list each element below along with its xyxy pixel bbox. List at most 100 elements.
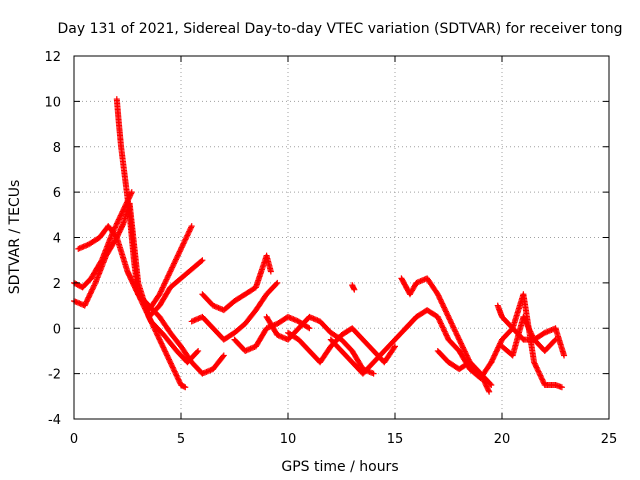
- data-point: [113, 220, 120, 227]
- data-point: [434, 291, 441, 298]
- data-point: [130, 281, 137, 288]
- data-point: [525, 324, 532, 331]
- series-sat-e: [124, 268, 227, 377]
- data-point: [130, 280, 137, 287]
- data-point: [453, 331, 460, 338]
- data-point: [535, 368, 542, 375]
- data-point: [219, 353, 226, 360]
- data-point: [154, 332, 161, 339]
- data-point: [169, 364, 176, 371]
- data-point: [561, 352, 568, 359]
- data-point: [177, 247, 184, 254]
- grid-lines: [74, 56, 609, 419]
- data-point: [165, 272, 172, 279]
- data-point: [84, 297, 91, 304]
- data-point: [552, 336, 559, 343]
- data-point: [86, 291, 93, 298]
- data-point: [90, 283, 97, 290]
- data-point: [155, 335, 162, 342]
- data-point: [527, 328, 534, 335]
- data-point: [458, 340, 465, 347]
- series-sat-o: [402, 307, 495, 382]
- data-point: [523, 320, 530, 327]
- data-point: [159, 343, 166, 350]
- data-point: [443, 332, 450, 339]
- data-point: [439, 323, 446, 330]
- data-point: [188, 223, 195, 230]
- data-point: [157, 339, 164, 346]
- data-point: [82, 301, 89, 308]
- y-tick-label: 12: [44, 50, 61, 65]
- data-point: [112, 223, 119, 230]
- data-point: [128, 276, 135, 283]
- data-point: [172, 256, 179, 263]
- data-point: [438, 299, 445, 306]
- data-point: [125, 269, 132, 276]
- data-point: [158, 340, 165, 347]
- x-tick-label: 25: [601, 432, 618, 447]
- data-point: [181, 239, 188, 246]
- data-point: [435, 315, 442, 322]
- data-point: [453, 329, 460, 336]
- data-point: [170, 261, 177, 268]
- data-point: [531, 359, 538, 366]
- data-point: [165, 355, 172, 362]
- data-point: [118, 211, 125, 218]
- axis-ticks: 0 5 10 15 20 25 -4 -2 0 2 4 6 8 10 12: [44, 50, 617, 447]
- data-point: [451, 325, 458, 332]
- data-point: [442, 307, 449, 314]
- data-point: [186, 227, 193, 234]
- data-point: [127, 275, 134, 282]
- data-point: [448, 320, 455, 327]
- data-point: [125, 271, 132, 278]
- data-point: [173, 255, 180, 262]
- data-point: [183, 233, 190, 240]
- data-point: [434, 313, 441, 320]
- data-point: [127, 273, 134, 280]
- data-point: [124, 268, 131, 275]
- data-point: [198, 258, 205, 265]
- data-point: [164, 353, 171, 360]
- data-point: [174, 253, 181, 260]
- data-point: [162, 348, 169, 355]
- data-point: [526, 327, 533, 334]
- y-tick-label: 4: [53, 232, 61, 247]
- data-point: [155, 333, 162, 340]
- data-point: [351, 286, 358, 293]
- data-point: [180, 240, 187, 247]
- series-sat-p: [434, 347, 493, 395]
- data-point: [456, 337, 463, 344]
- data-point: [267, 268, 274, 275]
- series-sat-j: [263, 313, 377, 377]
- data-point: [156, 336, 163, 343]
- data-point: [153, 329, 160, 336]
- data-point: [490, 353, 497, 360]
- data-point: [538, 375, 545, 382]
- data-point: [441, 327, 448, 334]
- data-point: [539, 376, 546, 383]
- data-point: [522, 317, 529, 324]
- data-point: [444, 311, 451, 318]
- data-point: [118, 209, 125, 216]
- data-point: [439, 324, 446, 331]
- data-point: [491, 352, 498, 359]
- data-point: [175, 251, 182, 258]
- data-point: [85, 294, 92, 301]
- data-point: [442, 308, 449, 315]
- data-point: [110, 228, 117, 235]
- data-point: [439, 301, 446, 308]
- data-point: [164, 273, 171, 280]
- data-point: [522, 319, 529, 326]
- data-point: [532, 363, 539, 370]
- data-point: [534, 367, 541, 374]
- data-point: [170, 365, 177, 372]
- data-point: [494, 345, 501, 352]
- data-point: [488, 359, 495, 366]
- data-point: [181, 237, 188, 244]
- data-point: [446, 316, 453, 323]
- series-sat-f: [145, 257, 206, 320]
- data-point: [128, 189, 135, 196]
- data-point: [461, 347, 468, 354]
- data-point: [171, 260, 178, 267]
- data-point: [488, 357, 495, 364]
